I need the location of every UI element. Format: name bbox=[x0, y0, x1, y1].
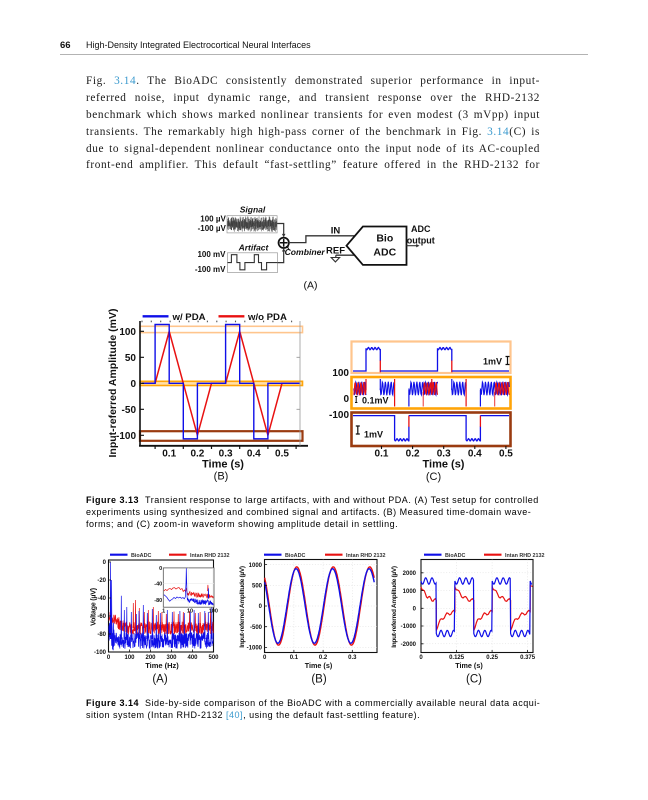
svg-text:0.25: 0.25 bbox=[486, 655, 498, 661]
svg-text:BioADC: BioADC bbox=[131, 553, 151, 559]
svg-text:1: 1 bbox=[162, 608, 165, 614]
svg-text:0.4: 0.4 bbox=[247, 449, 261, 460]
svg-text:-20: -20 bbox=[97, 578, 106, 584]
svg-text:0.4: 0.4 bbox=[468, 449, 482, 460]
svg-text:0.1mV: 0.1mV bbox=[362, 396, 389, 406]
svg-text:(B): (B) bbox=[214, 470, 229, 482]
svg-text:BioADC: BioADC bbox=[445, 553, 465, 559]
svg-text:(C): (C) bbox=[426, 471, 441, 483]
svg-text:ADC: ADC bbox=[373, 247, 396, 259]
svg-text:Input-referred Amplitude (µV): Input-referred Amplitude (µV) bbox=[391, 566, 398, 648]
svg-text:0: 0 bbox=[343, 394, 349, 405]
svg-text:Intan RHD 2132: Intan RHD 2132 bbox=[346, 553, 386, 559]
svg-text:-40: -40 bbox=[97, 596, 106, 602]
svg-text:Intan RHD 2132: Intan RHD 2132 bbox=[505, 553, 545, 559]
svg-text:0: 0 bbox=[419, 655, 423, 661]
svg-text:400: 400 bbox=[187, 655, 198, 661]
svg-text:100 µV: 100 µV bbox=[200, 215, 226, 224]
svg-text:w/o PDA: w/o PDA bbox=[247, 312, 287, 323]
svg-text:100: 100 bbox=[119, 327, 136, 338]
svg-text:0.3: 0.3 bbox=[348, 655, 357, 661]
svg-text:Input-referred Amplitude (µV): Input-referred Amplitude (µV) bbox=[239, 566, 246, 648]
svg-text:-60: -60 bbox=[97, 614, 106, 620]
svg-text:-500: -500 bbox=[250, 625, 263, 631]
svg-text:0.5: 0.5 bbox=[499, 449, 513, 460]
svg-text:output: output bbox=[407, 236, 435, 246]
svg-text:-50: -50 bbox=[122, 405, 137, 416]
svg-text:Time (s): Time (s) bbox=[202, 459, 244, 471]
svg-text:0: 0 bbox=[413, 607, 417, 613]
svg-text:Signal: Signal bbox=[240, 205, 266, 215]
svg-text:10: 10 bbox=[187, 608, 193, 614]
svg-text:-100: -100 bbox=[116, 431, 136, 442]
svg-text:w/ PDA: w/ PDA bbox=[172, 312, 206, 323]
svg-text:-2000: -2000 bbox=[401, 642, 417, 648]
svg-text:100 mV: 100 mV bbox=[197, 250, 226, 259]
svg-text:Time (s): Time (s) bbox=[305, 661, 333, 670]
svg-text:Input-referred Amplitude (mV): Input-referred Amplitude (mV) bbox=[107, 309, 119, 458]
svg-text:(A): (A) bbox=[304, 280, 318, 292]
svg-text:ADC: ADC bbox=[411, 224, 431, 234]
svg-text:0.375: 0.375 bbox=[520, 655, 536, 661]
svg-text:1000: 1000 bbox=[249, 563, 263, 569]
svg-text:Bio: Bio bbox=[376, 233, 393, 245]
svg-text:Voltage (µV): Voltage (µV) bbox=[91, 588, 98, 626]
svg-text:50: 50 bbox=[125, 353, 137, 364]
svg-text:0: 0 bbox=[103, 560, 107, 566]
svg-text:Time (Hz): Time (Hz) bbox=[145, 661, 179, 670]
svg-text:0.2: 0.2 bbox=[319, 655, 328, 661]
svg-text:Time (s): Time (s) bbox=[423, 459, 465, 471]
svg-text:0.5: 0.5 bbox=[275, 449, 289, 460]
svg-text:100: 100 bbox=[209, 608, 218, 614]
svg-text:1mV: 1mV bbox=[483, 357, 502, 367]
svg-text:0.1: 0.1 bbox=[290, 655, 299, 661]
svg-text:IN: IN bbox=[331, 226, 341, 237]
svg-text:0: 0 bbox=[107, 655, 111, 661]
svg-text:(A): (A) bbox=[152, 674, 168, 686]
svg-text:(B): (B) bbox=[311, 674, 327, 686]
svg-text:-1000: -1000 bbox=[401, 624, 417, 630]
svg-text:-80: -80 bbox=[97, 632, 106, 638]
svg-text:0.3: 0.3 bbox=[437, 449, 451, 460]
svg-text:(C): (C) bbox=[466, 674, 482, 686]
svg-text:-100: -100 bbox=[94, 650, 107, 656]
svg-text:500: 500 bbox=[208, 655, 219, 661]
svg-text:0: 0 bbox=[259, 604, 263, 610]
svg-text:Artifact: Artifact bbox=[238, 242, 270, 252]
svg-text:0.1: 0.1 bbox=[375, 449, 389, 460]
svg-text:Combiner: Combiner bbox=[285, 247, 326, 257]
svg-text:1mV: 1mV bbox=[364, 430, 383, 440]
svg-text:0: 0 bbox=[130, 379, 136, 390]
svg-text:-40: -40 bbox=[154, 582, 162, 588]
svg-text:0: 0 bbox=[159, 566, 162, 572]
svg-text:REF: REF bbox=[326, 246, 345, 257]
svg-text:-100 mV: -100 mV bbox=[195, 265, 226, 274]
svg-text:300: 300 bbox=[166, 655, 177, 661]
svg-text:-100 µV: -100 µV bbox=[198, 224, 227, 233]
svg-text:500: 500 bbox=[252, 584, 263, 590]
svg-text:0.3: 0.3 bbox=[219, 449, 233, 460]
svg-text:0.2: 0.2 bbox=[406, 449, 420, 460]
svg-text:1000: 1000 bbox=[403, 589, 417, 595]
svg-text:100: 100 bbox=[332, 368, 349, 379]
svg-text:0.1: 0.1 bbox=[162, 449, 176, 460]
svg-text:0: 0 bbox=[263, 655, 267, 661]
svg-text:100: 100 bbox=[124, 655, 135, 661]
svg-text:-1000: -1000 bbox=[247, 646, 263, 652]
svg-text:0.125: 0.125 bbox=[449, 655, 465, 661]
svg-text:Intan RHD 2132: Intan RHD 2132 bbox=[190, 553, 230, 559]
svg-text:BioADC: BioADC bbox=[285, 553, 305, 559]
svg-text:-80: -80 bbox=[154, 598, 162, 604]
svg-text:Time (s): Time (s) bbox=[455, 661, 483, 670]
svg-text:2000: 2000 bbox=[403, 571, 417, 577]
svg-text:-100: -100 bbox=[329, 410, 349, 421]
svg-text:0.2: 0.2 bbox=[190, 449, 204, 460]
svg-text:200: 200 bbox=[145, 655, 156, 661]
